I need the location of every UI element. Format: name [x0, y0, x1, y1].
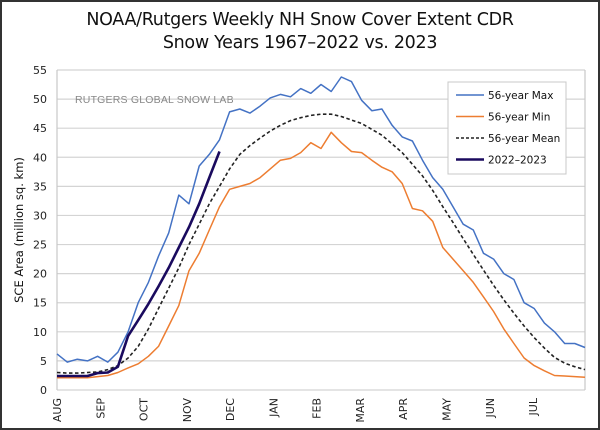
series-lines — [56, 76, 586, 379]
x-tick-label: AUG — [51, 398, 64, 422]
x-tick-label: JUN — [484, 398, 497, 419]
x-tick-label: DEC — [224, 398, 237, 421]
y-tick-label: 25 — [33, 239, 47, 252]
legend-label: 56-year Min — [488, 112, 550, 124]
x-tick-label: JAN — [267, 398, 280, 418]
y-tick-labels: 0 5 10 15 20 25 30 35 40 45 50 55 — [33, 64, 47, 397]
legend-label: 2022–2023 — [488, 155, 547, 167]
chart-title: NOAA/Rutgers Weekly NH Snow Cover Extent… — [86, 10, 514, 30]
x-tick-label: NOV — [181, 398, 194, 423]
x-tick-labels: AUG SEP OCT NOV DEC JAN FEB MAR APR MAY JUN JUL — [51, 397, 540, 423]
x-tick-label: APR — [397, 398, 410, 420]
y-tick-label: 30 — [33, 209, 47, 222]
legend: 56-year Max 56-year Min 56-year Mean 2022–2… — [447, 81, 567, 175]
x-tick-label: SEP — [94, 398, 107, 419]
series-line-56-year-mean — [56, 113, 586, 374]
x-tick-label: MAY — [441, 398, 454, 421]
chart-subtitle: Snow Years 1967–2022 vs. 2023 — [162, 33, 438, 53]
x-tick-label: FEB — [311, 398, 324, 419]
series-line-56-year-max — [56, 76, 586, 363]
legend-label: 56-year Max — [488, 90, 553, 102]
watermark-annotation: RUTGERS GLOBAL SNOW LAB — [75, 94, 234, 106]
x-tick-label: OCT — [138, 398, 151, 421]
x-tick-label: JUL — [527, 397, 540, 416]
y-tick-label: 45 — [33, 122, 47, 135]
y-axis-label: SCE Area (million sq. km) — [12, 157, 26, 303]
y-tick-label: 50 — [33, 93, 47, 106]
y-tick-label: 40 — [33, 151, 47, 164]
y-tick-label: 5 — [40, 355, 47, 368]
y-tick-label: 20 — [33, 268, 47, 281]
series-line-2022-2023 — [57, 151, 221, 378]
series-line-56-year-min — [57, 131, 586, 379]
y-tick-label: 0 — [40, 384, 47, 397]
y-tick-label: 55 — [33, 64, 47, 77]
x-tick-label: MAR — [354, 398, 367, 423]
y-tick-label: 15 — [33, 297, 47, 310]
y-tick-label: 10 — [33, 326, 47, 339]
y-tick-label: 35 — [33, 180, 47, 193]
legend-label: 56-year Mean — [488, 133, 560, 145]
